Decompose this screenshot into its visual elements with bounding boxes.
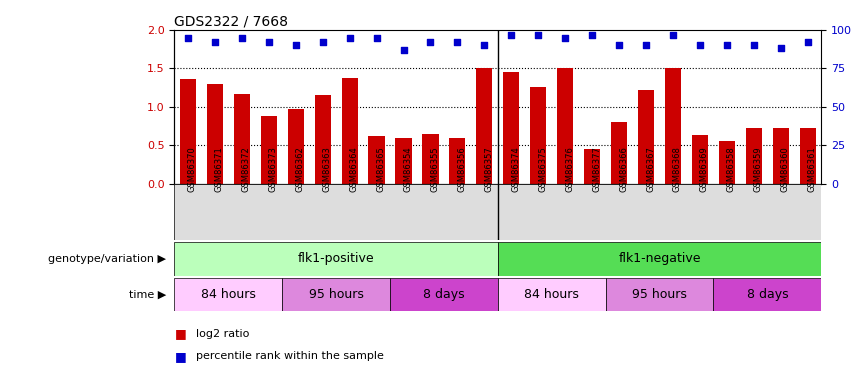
Bar — [638, 90, 654, 184]
Bar — [477, 68, 493, 184]
Bar — [800, 128, 816, 184]
Point — [585, 32, 599, 38]
Point — [693, 42, 706, 48]
Text: GSM86357: GSM86357 — [484, 147, 494, 192]
Text: GSM86361: GSM86361 — [808, 147, 817, 192]
Bar — [692, 135, 708, 184]
Bar — [234, 94, 250, 184]
Text: GSM86358: GSM86358 — [727, 147, 736, 192]
Bar — [584, 149, 600, 184]
Text: GSM86355: GSM86355 — [431, 147, 439, 192]
Bar — [174, 242, 498, 276]
Text: GSM86369: GSM86369 — [700, 147, 709, 192]
Point — [531, 32, 545, 38]
Text: time ▶: time ▶ — [129, 290, 166, 299]
Point — [505, 32, 518, 38]
Bar — [283, 278, 390, 311]
Bar — [665, 68, 681, 184]
Text: GSM86356: GSM86356 — [457, 147, 466, 192]
Text: GSM86376: GSM86376 — [565, 146, 574, 192]
Bar — [719, 141, 735, 184]
Text: flk1-negative: flk1-negative — [619, 252, 700, 265]
Point — [397, 47, 410, 53]
Text: GSM86363: GSM86363 — [323, 146, 332, 192]
Text: ■: ■ — [174, 327, 186, 340]
Bar — [449, 138, 465, 184]
Bar — [530, 87, 546, 184]
Point — [208, 39, 221, 45]
Text: GSM86364: GSM86364 — [350, 147, 358, 192]
Bar — [557, 68, 574, 184]
Text: 95 hours: 95 hours — [632, 288, 687, 301]
Text: GSM86366: GSM86366 — [619, 146, 628, 192]
Text: GSM86362: GSM86362 — [296, 147, 305, 192]
Text: GSM86367: GSM86367 — [646, 146, 655, 192]
Text: log2 ratio: log2 ratio — [196, 329, 249, 339]
Text: percentile rank within the sample: percentile rank within the sample — [196, 351, 384, 361]
Text: GSM86372: GSM86372 — [242, 147, 251, 192]
Point — [477, 42, 491, 48]
Text: 95 hours: 95 hours — [309, 288, 363, 301]
Bar — [611, 122, 627, 184]
Text: GSM86360: GSM86360 — [780, 147, 790, 192]
Text: GSM86354: GSM86354 — [403, 147, 413, 192]
Text: ■: ■ — [174, 350, 186, 363]
Bar — [288, 109, 304, 184]
Point — [639, 42, 653, 48]
Point — [369, 35, 383, 41]
Text: GSM86371: GSM86371 — [214, 147, 224, 192]
Bar — [498, 278, 606, 311]
Text: GSM86359: GSM86359 — [754, 147, 762, 192]
Text: GSM86373: GSM86373 — [269, 146, 277, 192]
Text: GSM86374: GSM86374 — [511, 147, 520, 192]
Point — [612, 42, 625, 48]
Text: 8 days: 8 days — [423, 288, 465, 301]
Bar — [207, 84, 223, 184]
Text: 84 hours: 84 hours — [201, 288, 256, 301]
Point — [774, 45, 787, 51]
Text: 8 days: 8 days — [746, 288, 788, 301]
Point — [747, 42, 761, 48]
Point — [262, 39, 276, 45]
Point — [316, 39, 329, 45]
Point — [666, 32, 680, 38]
Text: GSM86375: GSM86375 — [538, 147, 547, 192]
Point — [450, 39, 464, 45]
Bar — [503, 72, 519, 184]
Bar — [174, 278, 283, 311]
Text: GSM86368: GSM86368 — [673, 146, 682, 192]
Text: GSM86370: GSM86370 — [188, 147, 197, 192]
Point — [235, 35, 248, 41]
Bar — [396, 138, 412, 184]
Text: flk1-positive: flk1-positive — [298, 252, 374, 265]
Text: genotype/variation ▶: genotype/variation ▶ — [48, 254, 166, 264]
Point — [801, 39, 814, 45]
Text: 84 hours: 84 hours — [524, 288, 580, 301]
Point — [720, 42, 734, 48]
Text: GSM86377: GSM86377 — [592, 146, 601, 192]
Point — [343, 35, 357, 41]
Point — [288, 42, 303, 48]
Point — [181, 35, 195, 41]
Bar — [773, 128, 789, 184]
Bar — [315, 95, 331, 184]
Bar — [180, 79, 196, 184]
Bar — [606, 278, 713, 311]
Bar — [498, 242, 821, 276]
Point — [558, 35, 572, 41]
Bar — [368, 136, 385, 184]
Point — [424, 39, 437, 45]
Bar — [341, 78, 357, 184]
Bar — [260, 116, 277, 184]
Bar — [422, 134, 438, 184]
Text: GDS2322 / 7668: GDS2322 / 7668 — [174, 15, 288, 29]
Bar — [745, 128, 762, 184]
Text: GSM86365: GSM86365 — [376, 147, 386, 192]
Bar — [713, 278, 821, 311]
Bar — [390, 278, 498, 311]
